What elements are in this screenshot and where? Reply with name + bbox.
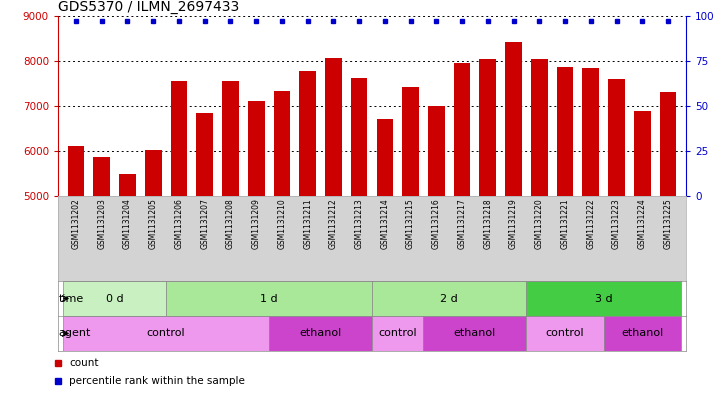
Bar [423, 316, 526, 351]
Text: 0 d: 0 d [106, 294, 123, 303]
Text: ethanol: ethanol [299, 329, 342, 338]
Bar [299, 71, 316, 393]
Text: GSM1131205: GSM1131205 [149, 198, 158, 250]
Bar [63, 316, 269, 351]
Bar [583, 68, 599, 393]
Text: GSM1131214: GSM1131214 [381, 198, 389, 249]
Bar [479, 59, 496, 393]
Bar [372, 316, 423, 351]
Text: GSM1131219: GSM1131219 [509, 198, 518, 249]
Text: count: count [69, 358, 99, 368]
Text: control: control [147, 329, 185, 338]
Text: GSM1131203: GSM1131203 [97, 198, 106, 250]
Bar [269, 316, 372, 351]
Text: GSM1131211: GSM1131211 [303, 198, 312, 249]
Bar [196, 113, 213, 393]
Text: 2 d: 2 d [441, 294, 458, 303]
Text: GSM1131207: GSM1131207 [200, 198, 209, 250]
Bar [454, 63, 470, 393]
Bar [376, 119, 393, 393]
Bar [248, 101, 265, 393]
Bar [325, 58, 342, 393]
Bar [402, 86, 419, 393]
Text: 3 d: 3 d [595, 294, 612, 303]
Bar [428, 106, 445, 393]
Text: GSM1131208: GSM1131208 [226, 198, 235, 249]
Text: GSM1131223: GSM1131223 [612, 198, 621, 249]
Bar [505, 42, 522, 393]
Text: GSM1131212: GSM1131212 [329, 198, 338, 249]
Text: GSM1131204: GSM1131204 [123, 198, 132, 250]
Bar [68, 145, 84, 393]
Text: GSM1131218: GSM1131218 [483, 198, 492, 249]
Bar [222, 81, 239, 393]
Bar [145, 150, 162, 393]
Text: GSM1131210: GSM1131210 [278, 198, 286, 249]
Text: agent: agent [58, 329, 91, 338]
Bar [166, 281, 372, 316]
Bar [94, 157, 110, 393]
Text: percentile rank within the sample: percentile rank within the sample [69, 376, 245, 386]
Bar [171, 81, 187, 393]
Text: GDS5370 / ILMN_2697433: GDS5370 / ILMN_2697433 [58, 0, 239, 14]
Text: GSM1131221: GSM1131221 [560, 198, 570, 249]
Text: GSM1131224: GSM1131224 [638, 198, 647, 249]
Text: ethanol: ethanol [621, 329, 663, 338]
Text: control: control [546, 329, 584, 338]
Bar [350, 78, 368, 393]
Text: GSM1131206: GSM1131206 [174, 198, 183, 250]
Text: GSM1131215: GSM1131215 [406, 198, 415, 249]
Text: GSM1131213: GSM1131213 [355, 198, 363, 249]
Bar [608, 79, 625, 393]
Text: control: control [379, 329, 417, 338]
Bar [372, 281, 526, 316]
Bar [634, 111, 650, 393]
Text: GSM1131216: GSM1131216 [432, 198, 441, 249]
Text: GSM1131225: GSM1131225 [663, 198, 673, 249]
Bar [63, 281, 166, 316]
Bar [119, 174, 136, 393]
Text: GSM1131202: GSM1131202 [71, 198, 81, 249]
Bar [660, 92, 676, 393]
Text: ethanol: ethanol [454, 329, 496, 338]
Text: GSM1131220: GSM1131220 [535, 198, 544, 249]
Bar [531, 59, 548, 393]
Bar [557, 67, 573, 393]
Bar [603, 316, 681, 351]
Text: 1 d: 1 d [260, 294, 278, 303]
Bar [526, 316, 603, 351]
Bar [526, 281, 681, 316]
Text: GSM1131209: GSM1131209 [252, 198, 261, 250]
Text: GSM1131222: GSM1131222 [586, 198, 596, 249]
Text: GSM1131217: GSM1131217 [458, 198, 466, 249]
Bar [273, 91, 291, 393]
Text: time: time [58, 294, 84, 303]
